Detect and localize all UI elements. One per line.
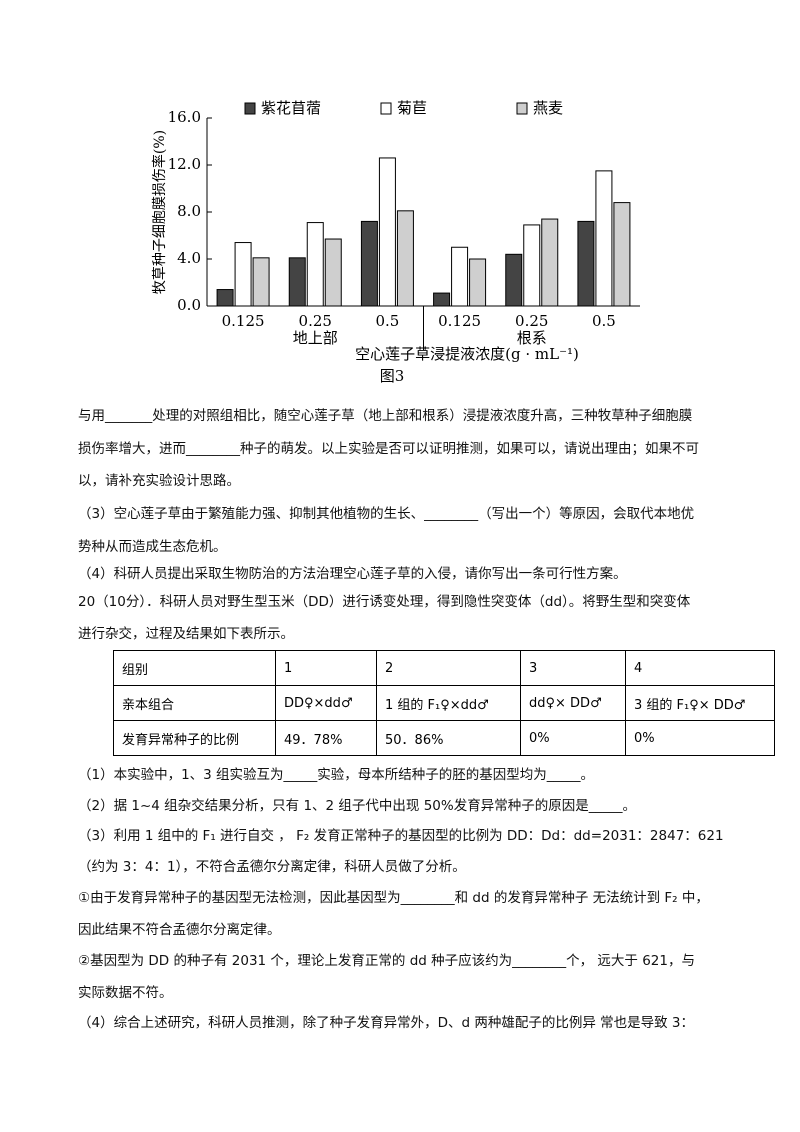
bar bbox=[234, 242, 252, 307]
table-cell: 3 bbox=[520, 650, 626, 686]
table-row: 发育异常种子的比例 49．78% 50．86% 0% 0% bbox=[113, 720, 775, 756]
y-axis-label: 牧草种子细胞膜损伤率(%) bbox=[151, 130, 168, 294]
y-tick-label: 12.0 bbox=[168, 155, 201, 173]
x-tick-label: 0.125 bbox=[438, 312, 481, 330]
bar bbox=[288, 257, 306, 307]
x-tick-label: 0.25 bbox=[515, 312, 548, 330]
table-cell: 1 bbox=[275, 650, 377, 686]
table-cell: DD♀×dd♂ bbox=[275, 685, 377, 721]
bar bbox=[396, 210, 414, 307]
bar bbox=[360, 220, 378, 307]
group-label: 地上部 bbox=[293, 329, 338, 347]
legend-label: 燕麦 bbox=[533, 99, 563, 117]
bar bbox=[595, 170, 613, 307]
table-cell: 0% bbox=[625, 720, 775, 756]
bar bbox=[613, 202, 631, 307]
bar bbox=[469, 258, 487, 307]
text-line: 进行杂交，过程及结果如下表所示。 bbox=[78, 626, 294, 642]
text-line: 势种从而造成生态危机。 bbox=[78, 539, 227, 555]
group-label: 根系 bbox=[517, 329, 547, 347]
text-line: （1）本实验中，1、3 组实验互为_____实验，母本所结种子的胚的基因型均为_… bbox=[78, 767, 595, 783]
table-row: 组别 1 2 3 4 bbox=[113, 650, 775, 686]
x-tick-label: 0.125 bbox=[222, 312, 265, 330]
data-table: 组别 1 2 3 4 亲本组合 DD♀×dd♂ 1 组的 F₁♀×dd♂ dd♀× DD♂ 3 组… bbox=[113, 650, 775, 756]
text-line: （约为 3：4：1），不符合孟德尔分离定律，科研人员做了分析。 bbox=[78, 859, 466, 875]
table-cell: 50．86% bbox=[376, 720, 521, 756]
text-line: （4）综合上述研究，科研人员推测，除了种子发育异常外，D、d 两种雄配子的比例异… bbox=[78, 1015, 695, 1031]
x-tick-label: 0.25 bbox=[299, 312, 332, 330]
legend-swatch bbox=[516, 102, 528, 115]
bar bbox=[378, 157, 396, 307]
x-tick-label: 0.5 bbox=[592, 312, 616, 330]
bar bbox=[216, 289, 234, 307]
text-line: 因此结果不符合孟德尔分离定律。 bbox=[78, 922, 281, 938]
bar bbox=[577, 220, 595, 307]
text-line: （4）科研人员提出采取生物防治的方法治理空心莲子草的入侵，请你写出一条可行性方案… bbox=[78, 566, 627, 582]
table-cell: 发育异常种子的比例 bbox=[113, 720, 276, 756]
bar bbox=[252, 257, 270, 307]
text-line: （2）据 1~4 组杂交结果分析，只有 1、2 组子代中出现 50%发育异常种子… bbox=[78, 798, 636, 814]
table-cell: 3 组的 F₁♀× DD♂ bbox=[625, 685, 775, 721]
legend-swatch bbox=[244, 102, 256, 115]
table-cell: 0% bbox=[520, 720, 626, 756]
chart: 图3 空心莲子草浸提液浓度(g · mL⁻¹) 牧草种子细胞膜损伤率(%) 0.… bbox=[151, 99, 640, 385]
text-line: 与用_______处理的对照组相比，随空心莲子草（地上部和根系）浸提液浓度升高，… bbox=[78, 408, 693, 424]
text-line: 损伤率增大，进而________种子的萌发。以上实验是否可以证明推测，如果可以，… bbox=[78, 441, 699, 457]
table-cell: 49．78% bbox=[275, 720, 377, 756]
bar bbox=[433, 292, 451, 307]
text-line: 实际数据不符。 bbox=[78, 985, 173, 1001]
bar bbox=[324, 238, 342, 307]
table-cell: 亲本组合 bbox=[113, 685, 276, 721]
legend-label: 紫花苜蓿 bbox=[261, 99, 321, 117]
table-cell: 2 bbox=[376, 650, 521, 686]
bar bbox=[541, 218, 559, 307]
legend-label: 菊苣 bbox=[397, 99, 427, 117]
text-line: （3）空心莲子草由于繁殖能力强、抑制其他植物的生长、________（写出一个）… bbox=[78, 506, 695, 522]
bar bbox=[505, 253, 523, 307]
y-tick-label: 4.0 bbox=[177, 249, 201, 267]
text-line: 以，请补充实验设计思路。 bbox=[78, 473, 240, 489]
bar bbox=[306, 222, 324, 307]
table-row: 亲本组合 DD♀×dd♂ 1 组的 F₁♀×dd♂ dd♀× DD♂ 3 组的 F₁♀×… bbox=[113, 685, 775, 721]
x-tick-label: 0.5 bbox=[375, 312, 399, 330]
text-line: 20（10分）．科研人员对野生型玉米（DD）进行诱变处理，得到隐性突变体（dd）… bbox=[78, 594, 691, 610]
text-line: （3）利用 1 组中的 F₁ 进行自交 ， F₂ 发育正常种子的基因型的比例为 … bbox=[78, 828, 724, 844]
y-tick-label: 16.0 bbox=[168, 108, 201, 126]
text-line: ①由于发育异常种子的基因型无法检测，因此基因型为________和 dd 的发育… bbox=[78, 890, 709, 906]
table-cell: dd♀× DD♂ bbox=[520, 685, 626, 721]
x-axis-label: 空心莲子草浸提液浓度(g · mL⁻¹) bbox=[355, 345, 579, 363]
y-tick-label: 0.0 bbox=[177, 296, 201, 314]
y-tick-label: 8.0 bbox=[177, 202, 201, 220]
bar bbox=[523, 224, 541, 307]
text-line: ②基因型为 DD 的种子有 2031 个，理论上发育正常的 dd 种子应该约为_… bbox=[78, 953, 695, 969]
bar bbox=[451, 246, 469, 307]
table-cell: 组别 bbox=[113, 650, 276, 686]
table-cell: 1 组的 F₁♀×dd♂ bbox=[376, 685, 521, 721]
figure-caption: 图3 bbox=[380, 367, 405, 385]
table-cell: 4 bbox=[625, 650, 775, 686]
legend-swatch bbox=[380, 102, 392, 115]
